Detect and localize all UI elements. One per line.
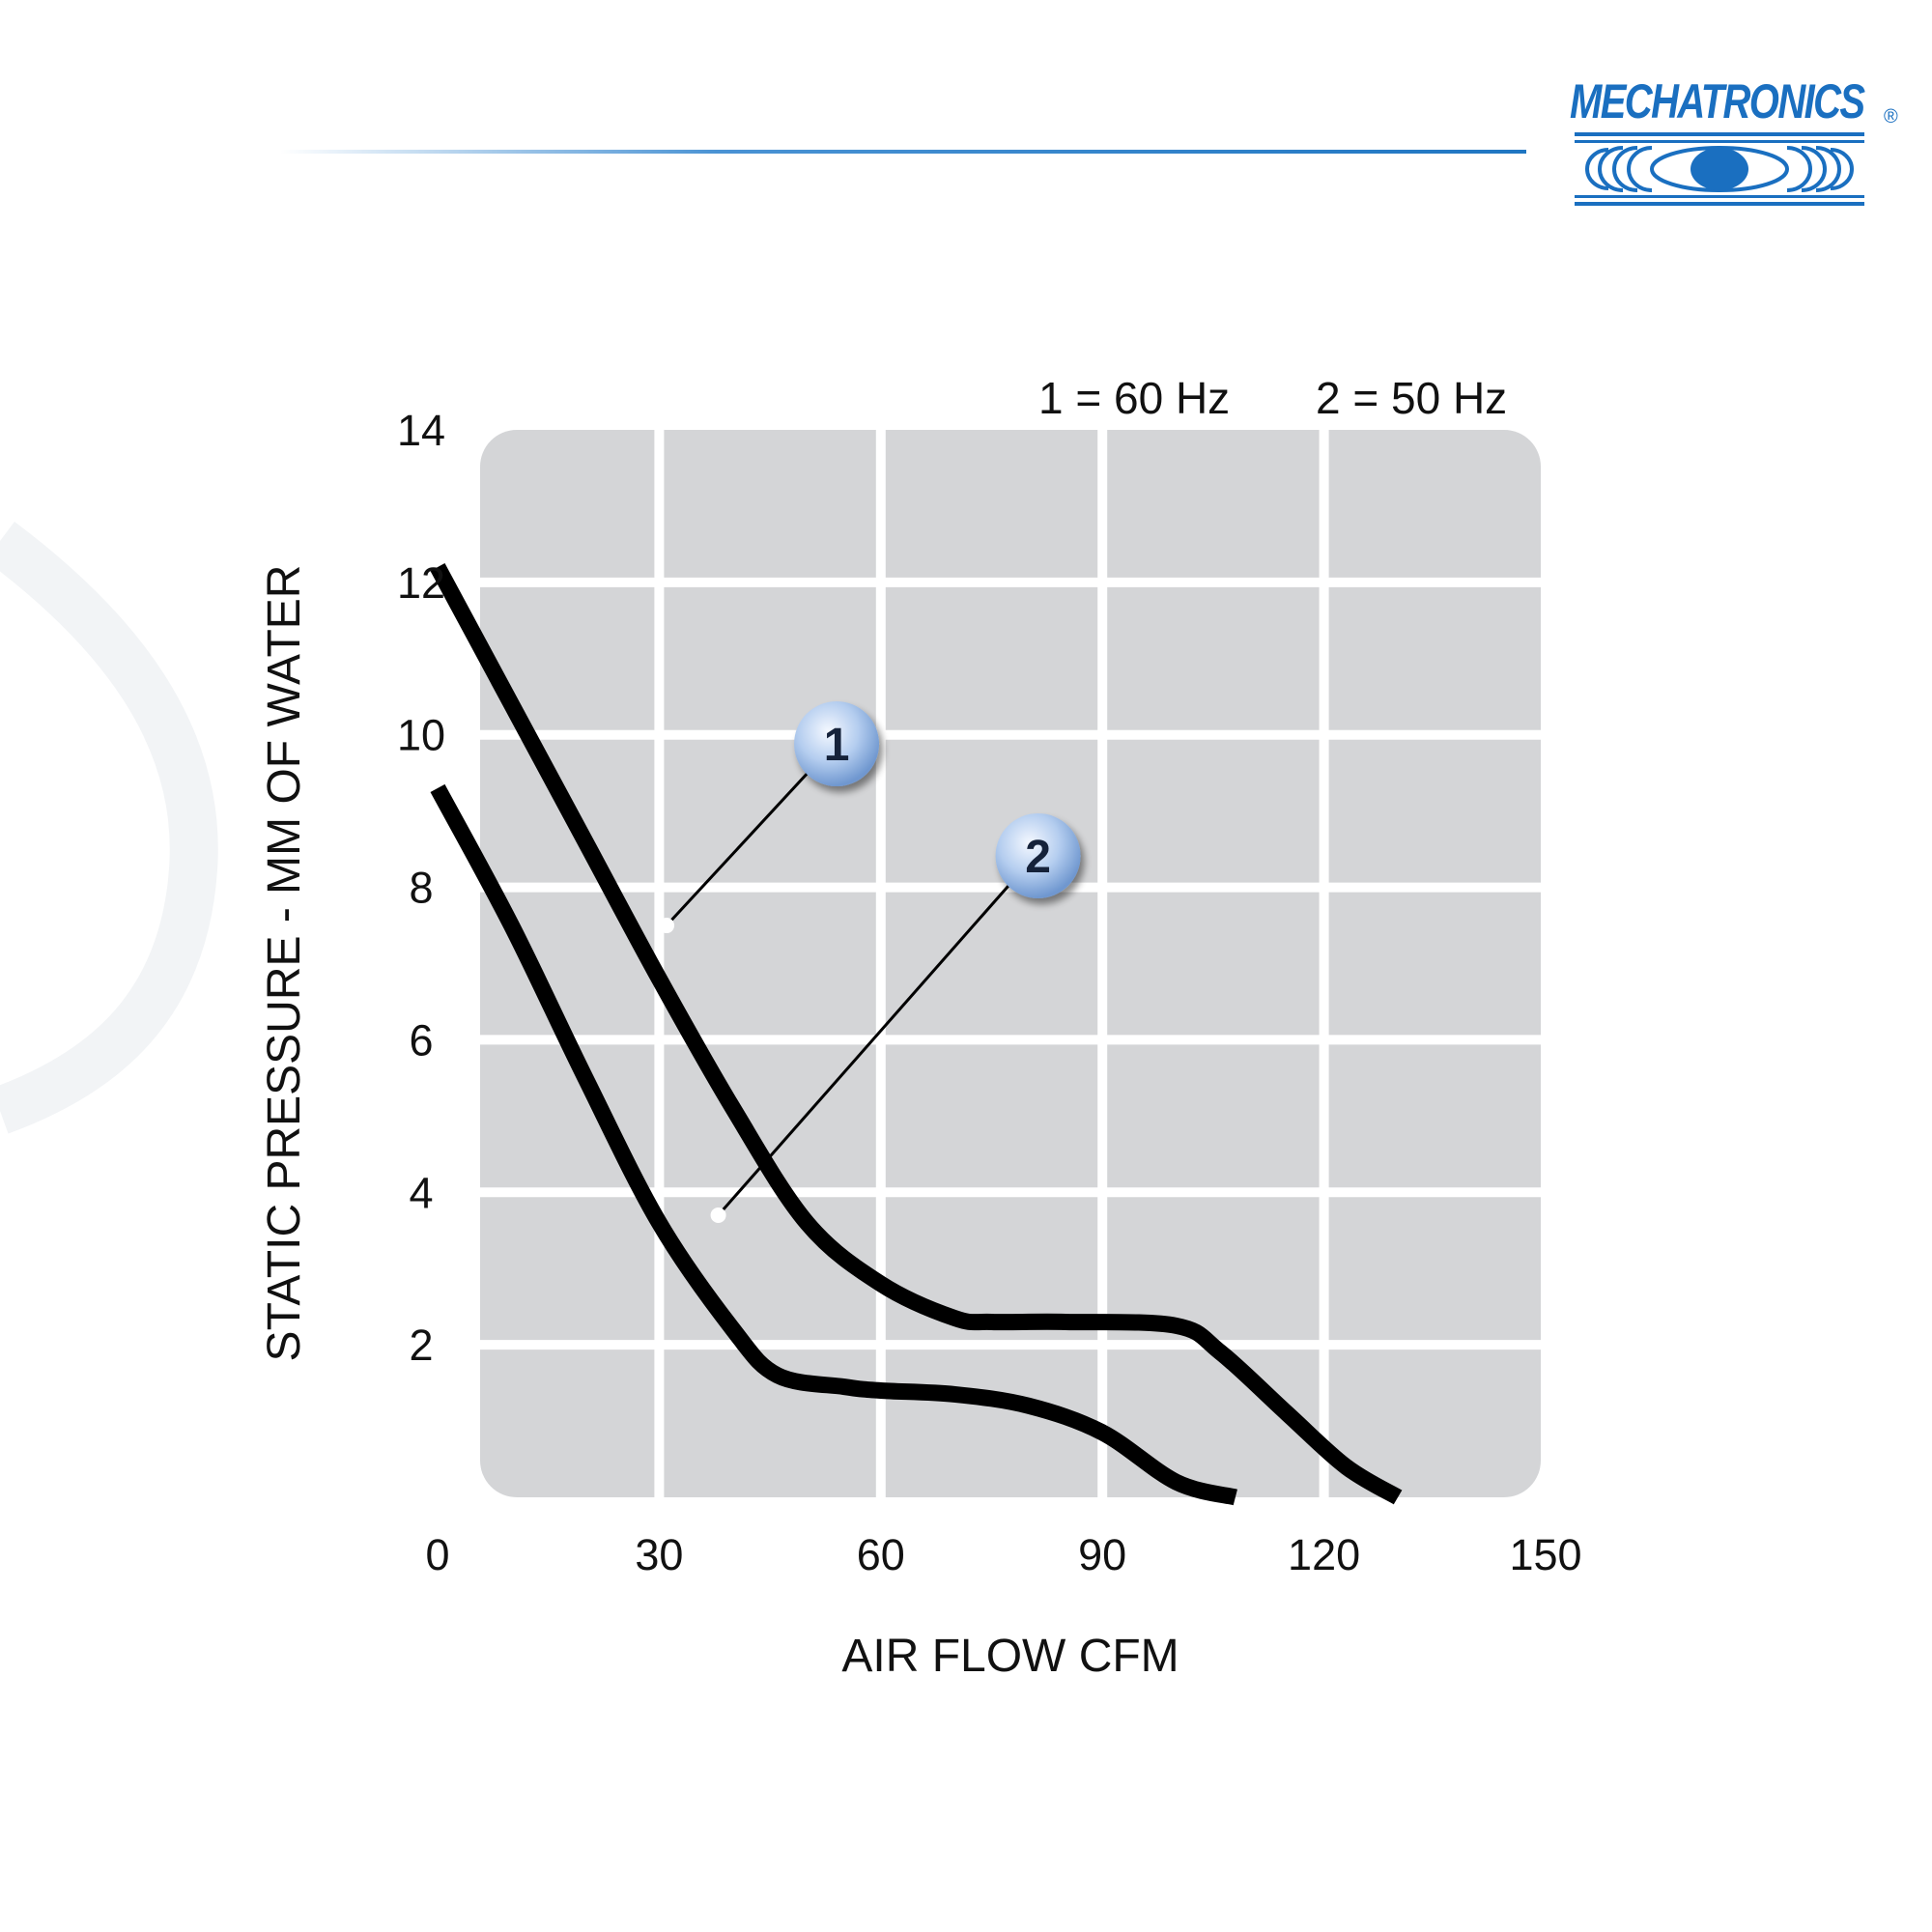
fan-logo-icon: [1575, 132, 1864, 206]
x-tick-120: 120: [1288, 1530, 1360, 1579]
x-tick-0: 0: [425, 1530, 449, 1579]
y-tick-8: 8: [409, 864, 433, 913]
annotation-badge-1: [794, 701, 880, 787]
annotation-label-2: 2: [1025, 832, 1051, 883]
annotation-leader-1: [665, 770, 811, 927]
annotation-leader-2: [717, 881, 1012, 1216]
legend-entry-1: 1 = 60 Hz: [1038, 373, 1230, 423]
y-tick-10: 10: [397, 711, 445, 760]
grid-lines: [480, 430, 1541, 1497]
x-axis-title: AIR FLOW CFM: [841, 1631, 1179, 1682]
series-lines: [430, 563, 1403, 1506]
annotation-badge-2: [995, 812, 1081, 898]
header-rule: [280, 150, 1526, 154]
mechatronics-logo[interactable]: MECHATRONICS ®: [1570, 72, 1913, 222]
x-tick-90: 90: [1078, 1530, 1126, 1579]
background-swoosh: [0, 522, 218, 1134]
y-tick-12: 12: [397, 558, 445, 608]
legend-entry-2: 2 = 50 Hz: [1316, 373, 1507, 423]
plot-background: [480, 430, 1541, 1497]
series-line-2: [430, 783, 1237, 1506]
registered-mark: ®: [1884, 106, 1898, 128]
annotation-point-2: [710, 1207, 726, 1223]
y-axis-title: STATIC PRESSURE - MM OF WATER: [259, 565, 310, 1362]
y-tick-4: 4: [409, 1168, 433, 1217]
x-tick-labels: 0 30 60 90 120 150: [425, 1530, 1581, 1579]
annotations: 12: [659, 701, 1081, 1223]
y-tick-14: 14: [397, 406, 445, 455]
x-tick-30: 30: [635, 1530, 683, 1579]
y-tick-2: 2: [409, 1321, 433, 1370]
y-tick-labels: 2 4 6 8 10 12 14: [397, 406, 445, 1370]
series-line-1: [430, 563, 1403, 1505]
annotation-point-1: [659, 918, 675, 934]
y-tick-6: 6: [409, 1015, 433, 1065]
annotation-label-1: 1: [824, 720, 850, 771]
x-tick-60: 60: [857, 1530, 905, 1579]
x-tick-150: 150: [1509, 1530, 1581, 1579]
logo-wordmark: MECHATRONICS: [1570, 74, 1865, 128]
